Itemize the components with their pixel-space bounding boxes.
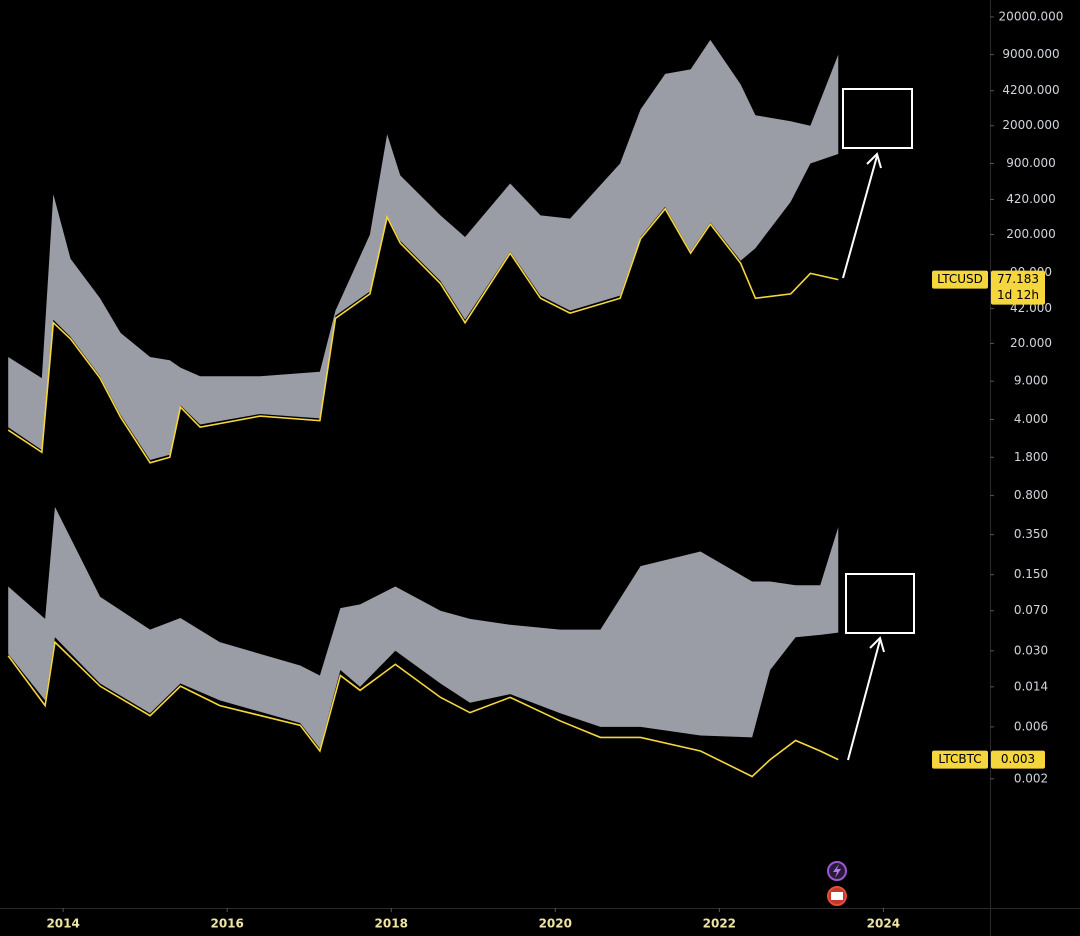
band-area bbox=[8, 506, 839, 749]
y-tick-label: 20.000 bbox=[1010, 336, 1052, 350]
last-price-badge bbox=[991, 750, 1045, 769]
last-price-badge bbox=[991, 270, 1045, 305]
symbol-label: LTCUSD bbox=[937, 272, 983, 286]
y-tick-label: 420.000 bbox=[1006, 192, 1056, 206]
y-tick-label: 0.070 bbox=[1014, 603, 1048, 617]
y-tick-label: 0.030 bbox=[1014, 643, 1048, 657]
last-price-label: 0.003 bbox=[1001, 752, 1035, 766]
x-tick-label: 2014 bbox=[46, 917, 79, 931]
symbol-badge bbox=[932, 270, 988, 289]
arrow-line bbox=[847, 639, 881, 761]
x-tick-label: 2016 bbox=[210, 917, 243, 931]
target-box bbox=[842, 88, 913, 149]
y-tick-label: 0.350 bbox=[1014, 527, 1048, 541]
x-tick-label: 2018 bbox=[375, 917, 408, 931]
y-tick-label: 4.000 bbox=[1014, 412, 1048, 426]
y-tick-label: 1.800 bbox=[1014, 450, 1048, 464]
arrow-head bbox=[869, 636, 885, 653]
event-icons bbox=[827, 861, 847, 906]
y-tick-label: 20000.000 bbox=[999, 9, 1064, 23]
y-tick-label: 9.000 bbox=[1014, 374, 1048, 388]
x-tick-label: 2024 bbox=[867, 917, 900, 931]
icon-flag-body bbox=[831, 892, 843, 900]
annotations bbox=[842, 88, 915, 761]
countdown-label: 1d 12h bbox=[997, 288, 1039, 302]
arrow-head bbox=[866, 152, 882, 169]
target-box bbox=[845, 573, 915, 634]
last-price-label: 77.183 bbox=[997, 272, 1039, 286]
y-tick-label: 2000.000 bbox=[1002, 118, 1059, 132]
band-area bbox=[8, 39, 839, 460]
arrow-line bbox=[842, 155, 878, 279]
y-tick-label: 4200.000 bbox=[1002, 83, 1059, 97]
y-tick-label: 9000.000 bbox=[1002, 47, 1059, 61]
y-tick-label: 200.000 bbox=[1006, 227, 1056, 241]
y-tick-label: 0.800 bbox=[1014, 488, 1048, 502]
symbol-badge bbox=[932, 750, 988, 769]
icon-lightning-bolt bbox=[833, 864, 841, 878]
y-tick-label: 0.002 bbox=[1014, 771, 1048, 785]
price-line bbox=[7, 207, 839, 464]
y-tick-label: 0.014 bbox=[1014, 679, 1048, 693]
y-tick-label: 0.006 bbox=[1014, 719, 1048, 733]
y-tick-label: 0.150 bbox=[1014, 567, 1048, 581]
plot-area bbox=[7, 39, 839, 778]
symbol-label: LTCBTC bbox=[938, 752, 981, 766]
x-tick-label: 2022 bbox=[703, 917, 736, 931]
price-line bbox=[7, 640, 839, 778]
x-tick-label: 2020 bbox=[539, 917, 572, 931]
y-tick-label: 900.000 bbox=[1006, 156, 1056, 170]
